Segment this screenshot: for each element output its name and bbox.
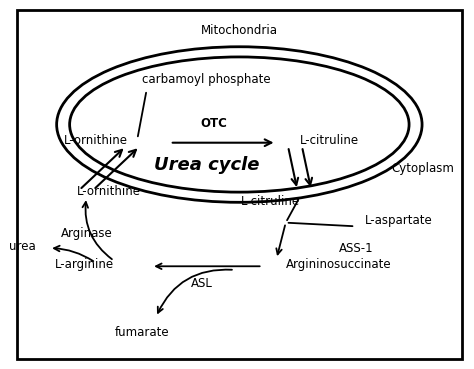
Text: Mitochondria: Mitochondria — [201, 24, 278, 37]
Text: L-citruline: L-citruline — [300, 134, 359, 147]
Text: L-aspartate: L-aspartate — [365, 214, 432, 227]
Text: L-citruline: L-citruline — [240, 196, 300, 208]
Text: L-arginine: L-arginine — [55, 258, 114, 271]
Text: Cytoplasm: Cytoplasm — [391, 162, 454, 175]
Text: carbamoyl phosphate: carbamoyl phosphate — [142, 73, 271, 86]
Ellipse shape — [70, 57, 409, 192]
Text: Arginase: Arginase — [61, 227, 112, 240]
Text: urea: urea — [9, 240, 35, 253]
Ellipse shape — [56, 47, 422, 202]
Text: OTC: OTC — [201, 117, 228, 130]
Text: Urea cycle: Urea cycle — [154, 155, 260, 173]
Text: L-ornithine: L-ornithine — [64, 134, 128, 147]
Text: ASL: ASL — [191, 277, 213, 290]
Text: L-ornithine: L-ornithine — [77, 185, 141, 198]
Text: Argininosuccinate: Argininosuccinate — [286, 258, 392, 271]
Text: ASS-1: ASS-1 — [339, 242, 374, 255]
Text: fumarate: fumarate — [115, 326, 169, 339]
